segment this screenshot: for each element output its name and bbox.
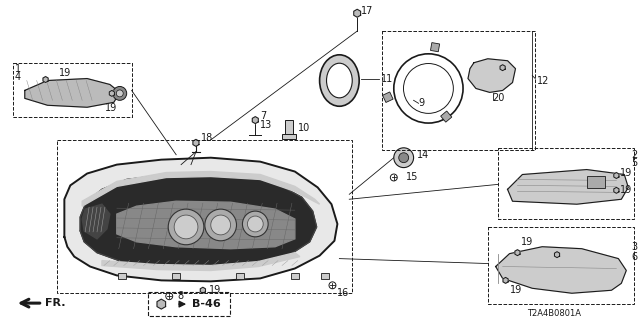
Polygon shape (116, 201, 295, 249)
Text: FR.: FR. (45, 298, 65, 308)
Text: 9: 9 (419, 98, 425, 108)
Circle shape (211, 215, 230, 235)
Text: 5: 5 (631, 158, 637, 168)
Circle shape (394, 148, 413, 168)
Polygon shape (82, 204, 110, 239)
Polygon shape (515, 250, 520, 256)
Polygon shape (496, 247, 627, 293)
Bar (58, 140, 352, 293)
Polygon shape (43, 76, 48, 83)
Circle shape (205, 209, 237, 241)
Bar (488, 227, 634, 304)
Text: 19: 19 (209, 285, 221, 295)
Bar (13, 63, 132, 117)
Bar (383, 92, 393, 102)
Circle shape (399, 153, 408, 163)
Text: 18: 18 (201, 133, 213, 143)
Text: 16: 16 (337, 288, 349, 298)
Bar (441, 111, 452, 122)
Circle shape (390, 174, 397, 181)
Text: 19: 19 (620, 185, 632, 195)
Bar (382, 31, 535, 150)
Text: 3: 3 (631, 242, 637, 252)
Bar (172, 274, 180, 279)
Bar (285, 120, 293, 136)
Polygon shape (252, 117, 259, 124)
Text: 15: 15 (406, 172, 418, 182)
Text: 17: 17 (361, 6, 374, 16)
Text: 8: 8 (177, 291, 183, 301)
Polygon shape (200, 287, 205, 293)
Circle shape (248, 216, 263, 232)
Text: 6: 6 (631, 252, 637, 262)
Text: 19: 19 (522, 237, 534, 247)
Bar (282, 134, 296, 139)
Bar (291, 274, 299, 279)
Text: 10: 10 (298, 123, 310, 133)
Text: 1: 1 (15, 64, 21, 74)
Text: 11: 11 (381, 74, 393, 84)
Text: 19: 19 (60, 68, 72, 78)
Polygon shape (354, 9, 360, 17)
Text: 20: 20 (493, 93, 505, 103)
Text: T2A4B0801A: T2A4B0801A (527, 308, 581, 317)
Circle shape (116, 90, 124, 97)
Text: 12: 12 (537, 76, 550, 85)
Polygon shape (614, 188, 619, 193)
Polygon shape (193, 140, 199, 146)
Polygon shape (25, 78, 120, 107)
Polygon shape (157, 299, 166, 309)
Polygon shape (503, 277, 508, 283)
Polygon shape (468, 59, 515, 92)
Bar (587, 177, 605, 188)
Bar (118, 274, 125, 279)
Bar (498, 148, 634, 219)
Circle shape (329, 282, 336, 289)
Circle shape (168, 209, 204, 245)
Circle shape (166, 293, 173, 300)
Polygon shape (80, 173, 317, 268)
Bar (321, 274, 328, 279)
Circle shape (174, 215, 198, 239)
Text: 13: 13 (260, 120, 273, 130)
Text: 7: 7 (260, 111, 266, 121)
Polygon shape (554, 252, 559, 258)
Text: 19: 19 (105, 103, 117, 113)
Text: 4: 4 (15, 72, 21, 82)
Polygon shape (102, 253, 300, 270)
Polygon shape (500, 65, 505, 71)
Polygon shape (65, 158, 337, 281)
Polygon shape (614, 172, 619, 179)
Text: 14: 14 (417, 150, 429, 160)
Polygon shape (109, 91, 115, 96)
Text: 19: 19 (509, 285, 522, 295)
Bar (237, 274, 244, 279)
Ellipse shape (319, 55, 359, 106)
Ellipse shape (326, 63, 352, 98)
Circle shape (113, 86, 127, 100)
Polygon shape (508, 170, 628, 204)
Circle shape (243, 211, 268, 237)
Text: 2: 2 (631, 150, 637, 160)
Bar (431, 43, 440, 52)
Text: 19: 19 (620, 168, 632, 178)
Polygon shape (82, 172, 319, 206)
Text: B-46: B-46 (192, 299, 221, 309)
